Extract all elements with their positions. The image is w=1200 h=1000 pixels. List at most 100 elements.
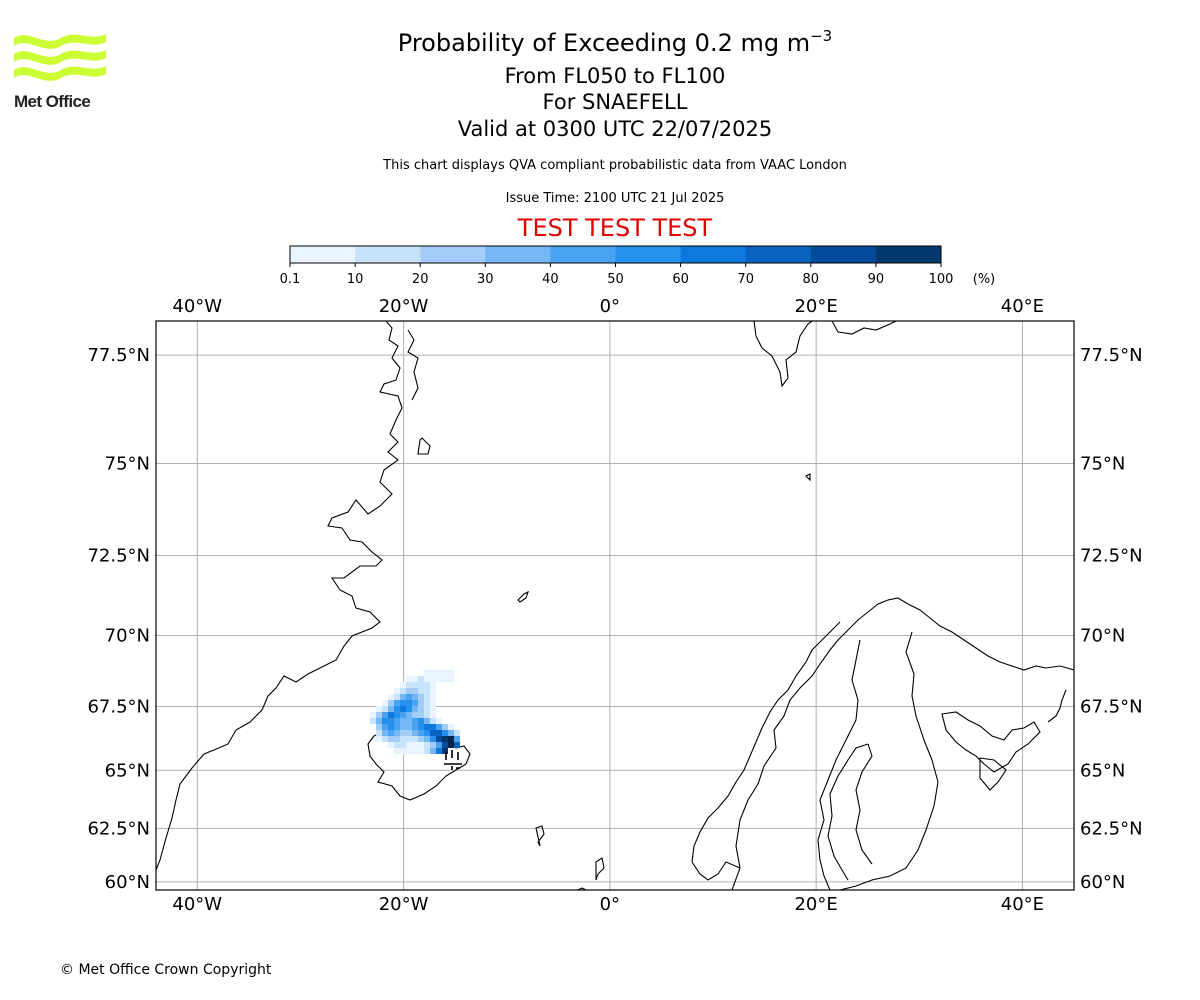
coastline-greenland-north xyxy=(407,329,419,401)
data-note: This chart displays QVA compliant probab… xyxy=(383,158,847,173)
plume-cell xyxy=(424,688,430,694)
plume-cell xyxy=(400,718,406,724)
plume-cell xyxy=(406,724,412,730)
plume-cell xyxy=(412,676,418,682)
plume-cell xyxy=(412,706,418,712)
plume-cell xyxy=(406,700,412,706)
latitude-label: 70°N xyxy=(105,626,150,647)
plume-cell xyxy=(376,718,382,724)
latitude-label: 70°N xyxy=(1080,626,1125,647)
coastline-svalbard-east xyxy=(831,321,897,335)
plume-cell xyxy=(448,724,454,730)
colorbar-ticks: 0.1 10 20 30 40 50 60 70 80 90 100 xyxy=(280,263,953,287)
plume-cell xyxy=(436,736,442,742)
plume-cell xyxy=(430,730,436,736)
longitude-labels-top: 40°W 20°W 0° 20°E 40°E xyxy=(172,296,1044,317)
flight-levels: From FL050 to FL100 xyxy=(504,64,726,88)
test-banner: TEST TEST TEST xyxy=(517,214,713,242)
plume-cell xyxy=(424,700,430,706)
plume-cell xyxy=(376,724,382,730)
border-sweden-norway xyxy=(817,639,861,890)
plume-cell xyxy=(430,676,436,682)
colorbar-tick-label: 0.1 xyxy=(280,272,301,287)
plume-cell xyxy=(442,730,448,736)
plume-cell xyxy=(418,742,424,748)
latitude-label: 67.5°N xyxy=(87,696,150,717)
plume-cell xyxy=(430,706,436,712)
latitude-label: 75°N xyxy=(105,454,150,475)
plume-cell xyxy=(382,736,388,742)
plume-cell xyxy=(424,682,430,688)
plume-cell xyxy=(382,724,388,730)
chart-title-text: Probability of Exceeding 0.2 mg m xyxy=(397,29,811,57)
plume-cell xyxy=(406,676,412,682)
plume-cell xyxy=(418,748,424,754)
plume-cell xyxy=(370,718,376,724)
plume-cell xyxy=(400,730,406,736)
latitude-label: 62.5°N xyxy=(1080,818,1143,839)
plume-cell xyxy=(388,736,394,742)
coastline-gulf-of-bothnia xyxy=(827,743,869,881)
plume-cell xyxy=(412,694,418,700)
plume-cell xyxy=(406,694,412,700)
plume-cell xyxy=(376,736,382,742)
plume-cell xyxy=(400,682,406,688)
plume-cell xyxy=(388,718,394,724)
plume-cell xyxy=(412,700,418,706)
plume-cell xyxy=(436,724,442,730)
plume-cell xyxy=(442,724,448,730)
plume-cell xyxy=(406,736,412,742)
coastlines xyxy=(156,321,1074,890)
longitude-label: 20°E xyxy=(794,296,837,317)
coastline-bear-island xyxy=(805,473,811,482)
colorbar-box xyxy=(420,246,486,263)
plume-cell xyxy=(424,670,430,676)
plume-cell xyxy=(454,736,460,742)
colorbar-box xyxy=(550,246,616,263)
plume-cell xyxy=(412,718,418,724)
colorbar-tick-label: 60 xyxy=(672,272,689,287)
plume-cell xyxy=(430,700,436,706)
plume-cell xyxy=(412,712,418,718)
plume-cell xyxy=(430,712,436,718)
volcano-name: For SNAEFELL xyxy=(542,90,688,114)
plume-cell xyxy=(394,736,400,742)
colorbar-box xyxy=(680,246,747,263)
coastline-kola xyxy=(979,757,1007,791)
longitude-label: 40°E xyxy=(1001,894,1044,915)
plume-cell xyxy=(436,676,442,682)
plume-cell xyxy=(376,706,382,712)
met-office-logo-text: Met Office xyxy=(14,92,91,111)
plume-cell xyxy=(394,706,400,712)
plume-cell xyxy=(388,712,394,718)
plume-cell xyxy=(394,724,400,730)
plume-cell xyxy=(436,730,442,736)
colorbar-box xyxy=(745,246,812,263)
plume-cell xyxy=(406,742,412,748)
ash-plume-probability xyxy=(370,670,462,770)
coastline-sweden-east xyxy=(855,743,873,865)
plume-cell xyxy=(430,688,436,694)
plume-cell xyxy=(400,736,406,742)
plume-cell xyxy=(424,748,430,754)
plume-cell xyxy=(412,748,418,754)
latitude-label: 60°N xyxy=(1080,872,1125,893)
colorbar-unit: (%) xyxy=(973,272,996,287)
coastline-kanin xyxy=(1047,689,1067,723)
plume-cell xyxy=(442,736,448,742)
plume-cell xyxy=(388,694,394,700)
plume-cell xyxy=(370,712,376,718)
colorbar-box xyxy=(485,246,551,263)
coastline-greenland-fjord xyxy=(417,437,431,455)
plume-cell xyxy=(430,736,436,742)
plume-cell xyxy=(400,700,406,706)
coastline-norway-west xyxy=(691,621,841,881)
plume-cell xyxy=(418,694,424,700)
longitude-label: 40°E xyxy=(1001,296,1044,317)
longitude-label: 0° xyxy=(600,894,620,915)
plume-cell xyxy=(394,712,400,718)
issue-time: Issue Time: 2100 UTC 21 Jul 2025 xyxy=(505,191,725,206)
plume-cell xyxy=(406,682,412,688)
colorbar-box xyxy=(355,246,421,263)
longitude-label: 40°W xyxy=(172,894,222,915)
